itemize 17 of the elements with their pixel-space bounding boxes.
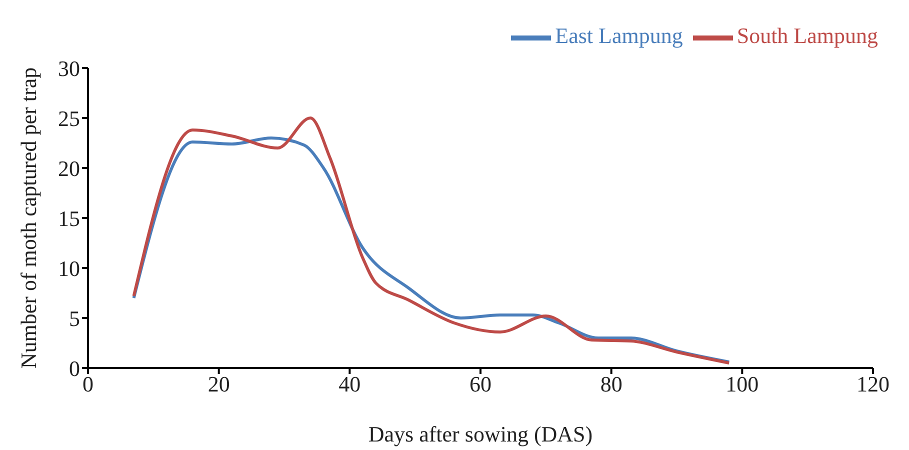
y-tick-label: 20 — [58, 156, 80, 181]
legend-label: South Lampung — [736, 23, 878, 48]
legend-label: East Lampung — [555, 23, 683, 48]
x-tick-label: 20 — [208, 372, 230, 397]
y-tick-label: 10 — [58, 256, 80, 281]
x-tick-label: 100 — [726, 372, 759, 397]
x-tick-label: 120 — [856, 372, 890, 397]
y-tick-label: 30 — [58, 56, 80, 81]
y-tick-label: 0 — [69, 356, 80, 381]
x-axis-title: Days after sowing (DAS) — [368, 422, 593, 447]
x-tick-label: 80 — [600, 372, 622, 397]
y-tick-label: 5 — [69, 306, 80, 331]
x-tick-label: 60 — [470, 372, 492, 397]
y-axis-title: Number of moth captured per trap — [16, 67, 41, 369]
y-tick-label: 25 — [58, 106, 80, 131]
y-tick-label: 15 — [58, 206, 80, 231]
x-tick-label: 40 — [338, 372, 361, 397]
